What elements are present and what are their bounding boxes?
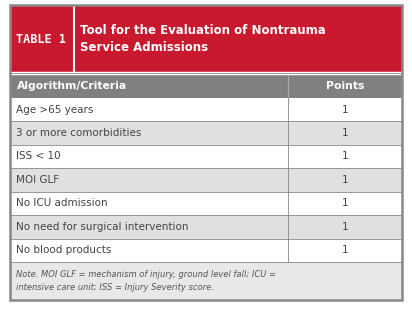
Text: No ICU admission: No ICU admission	[16, 199, 108, 208]
Text: 1: 1	[342, 245, 349, 255]
Text: Note. MOI GLF = mechanism of injury, ground level fall; ICU =
intensive care uni: Note. MOI GLF = mechanism of injury, gro…	[16, 270, 276, 291]
Text: 3 or more comorbidities: 3 or more comorbidities	[16, 128, 142, 138]
Bar	[10, 215, 402, 239]
Text: ISS < 10: ISS < 10	[16, 152, 61, 161]
Text: Age >65 years: Age >65 years	[16, 105, 94, 114]
Text: TABLE 1: TABLE 1	[16, 33, 66, 46]
Text: MOI GLF: MOI GLF	[16, 175, 60, 185]
Text: 1: 1	[342, 222, 349, 232]
Bar	[10, 168, 402, 192]
Bar	[10, 239, 402, 262]
Text: 1: 1	[342, 152, 349, 161]
Bar	[10, 145, 402, 168]
Text: Algorithm/Criteria: Algorithm/Criteria	[16, 81, 127, 91]
Bar	[10, 73, 402, 98]
Bar	[10, 5, 402, 73]
Text: Tool for the Evaluation of Nontrauma
Service Admissions: Tool for the Evaluation of Nontrauma Ser…	[80, 24, 326, 54]
Bar	[10, 262, 402, 300]
Text: No blood products: No blood products	[16, 245, 112, 255]
Bar	[10, 192, 402, 215]
Bar	[10, 98, 402, 121]
Text: 1: 1	[342, 128, 349, 138]
Text: No need for surgical intervention: No need for surgical intervention	[16, 222, 189, 232]
Text: Points: Points	[326, 81, 364, 91]
Text: 1: 1	[342, 175, 349, 185]
Text: 1: 1	[342, 105, 349, 114]
Text: 1: 1	[342, 199, 349, 208]
Bar	[10, 121, 402, 145]
